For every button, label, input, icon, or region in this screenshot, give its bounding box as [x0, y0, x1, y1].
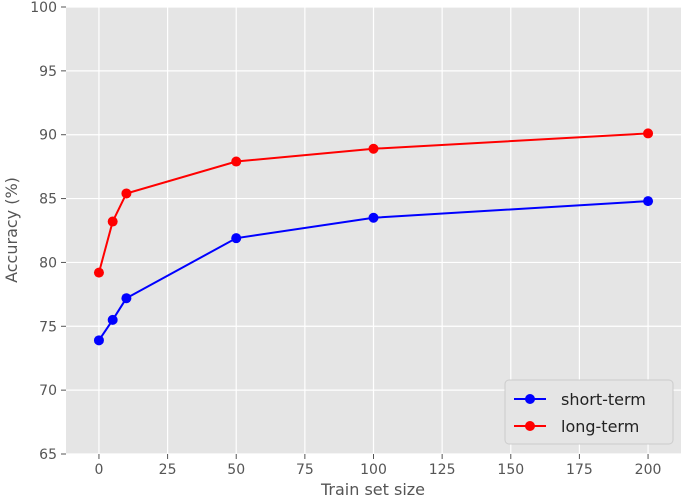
- short-term-point: [231, 233, 242, 244]
- x-tick-label: 125: [429, 462, 456, 478]
- y-tick-label: 100: [30, 0, 57, 16]
- legend-label: long-term: [561, 417, 639, 436]
- x-tick-label: 150: [497, 462, 524, 478]
- x-axis-label: Train set size: [320, 480, 425, 499]
- y-tick-label: 85: [39, 192, 57, 208]
- x-tick-label: 25: [159, 462, 177, 478]
- y-axis-label: Accuracy (%): [2, 177, 21, 283]
- x-tick-label: 200: [635, 462, 662, 478]
- y-tick-label: 90: [39, 128, 57, 144]
- x-tick-label: 50: [227, 462, 245, 478]
- legend-label: short-term: [561, 390, 646, 409]
- short-term-point: [121, 293, 132, 304]
- y-tick-label: 80: [39, 255, 57, 271]
- legend-box: [504, 379, 674, 445]
- x-tick-label: 0: [94, 462, 103, 478]
- x-tick-label: 75: [296, 462, 314, 478]
- long-term-point: [121, 188, 132, 199]
- legend: short-term long-term: [504, 379, 674, 445]
- y-tick-label: 95: [39, 64, 57, 80]
- series-layer: [93, 128, 654, 346]
- long-term-point: [368, 143, 379, 154]
- long-term-line: [97, 132, 649, 273]
- short-term-point: [107, 314, 118, 325]
- short-term-point: [368, 212, 379, 223]
- x-tick-label: 100: [360, 462, 387, 478]
- long-term-point: [93, 267, 104, 278]
- long-term-point: [643, 128, 654, 139]
- x-tick-label: 175: [566, 462, 593, 478]
- axis-ticks: 0 25 50 75 100 125 150 175 200 65 70 75 80 85 90 95 100: [30, 0, 661, 478]
- short-term-legend-marker: [525, 394, 535, 404]
- long-term-legend-marker: [525, 421, 535, 431]
- y-tick-label: 65: [39, 447, 57, 463]
- short-term-point: [93, 335, 104, 346]
- long-term-point: [107, 216, 118, 227]
- long-term-point: [231, 156, 242, 167]
- short-term-point: [643, 196, 654, 207]
- y-tick-label: 70: [39, 383, 57, 399]
- y-tick-label: 75: [39, 319, 57, 335]
